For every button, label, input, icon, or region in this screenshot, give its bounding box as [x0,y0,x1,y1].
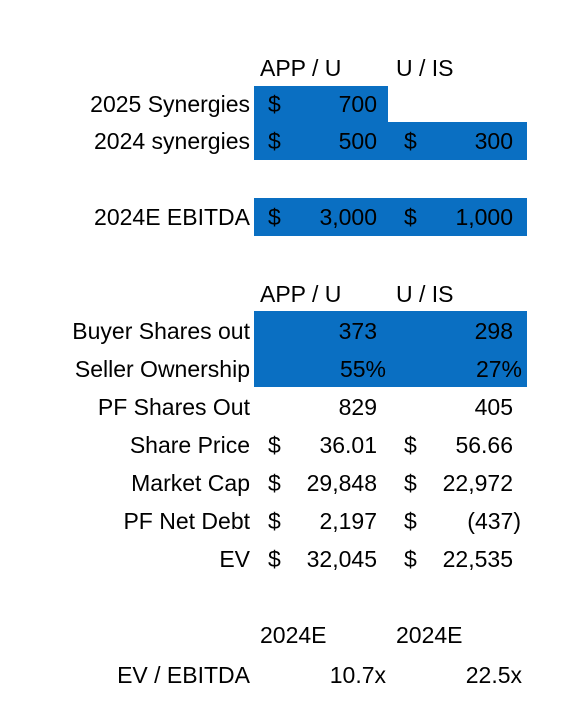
value-pf-shares-app-u: 829 [338,394,377,420]
label-share-price: Share Price [129,432,250,458]
header-2024e-1: 2024E [260,622,327,648]
value-ev-u-is: 22,535 [442,546,513,572]
value-buyer-shares-u-is: 298 [474,318,513,344]
value-share-price-app-u: 36.01 [319,432,377,458]
value-market-cap-u-is: 22,972 [442,470,513,496]
header-app-u: APP / U [260,55,342,81]
header-u-is: U / IS [396,55,454,81]
currency-symbol: $ [404,508,417,534]
currency-symbol: $ [268,508,281,534]
currency-symbol: $ [404,128,417,154]
value-2024-synergies-app-u: 500 [338,128,377,154]
value-buyer-shares-app-u: 373 [338,318,377,344]
header-2024e-2: 2024E [396,622,463,648]
label-2024e-ebitda: 2024E EBITDA [94,204,250,230]
label-2025-synergies: 2025 Synergies [90,91,250,117]
value-ev-ebitda-u-is: 22.5x [465,662,522,688]
header-u-is-2: U / IS [396,281,454,307]
currency-symbol: $ [404,470,417,496]
label-market-cap: Market Cap [131,470,250,496]
label-ev-ebitda: EV / EBITDA [117,662,250,688]
currency-symbol: $ [268,470,281,496]
label-pf-net-debt: PF Net Debt [123,508,250,534]
value-pf-shares-u-is: 405 [474,394,513,420]
value-ev-app-u: 32,045 [306,546,377,572]
synergies-highlight-col1 [254,86,388,122]
shares-highlight [254,311,527,387]
value-pf-net-debt-u-is: (437) [467,508,521,534]
label-2024-synergies: 2024 synergies [94,128,250,154]
currency-symbol: $ [268,204,281,230]
value-ebitda-app-u: 3,000 [319,204,377,230]
label-seller-ownership: Seller Ownership [74,356,250,382]
value-seller-ownership-app-u: 55% [339,356,386,382]
currency-symbol: $ [268,91,281,117]
currency-symbol: $ [268,432,281,458]
label-pf-shares-out: PF Shares Out [97,394,250,420]
currency-symbol: $ [404,546,417,572]
value-pf-net-debt-app-u: 2,197 [319,508,377,534]
value-seller-ownership-u-is: 27% [475,356,522,382]
currency-symbol: $ [268,546,281,572]
label-ev: EV [219,546,250,572]
value-share-price-u-is: 56.66 [455,432,513,458]
ebitda-highlight [254,198,527,236]
value-2025-synergies-app-u: 700 [338,91,377,117]
value-2024-synergies-u-is: 300 [474,128,513,154]
label-buyer-shares-out: Buyer Shares out [72,318,250,344]
currency-symbol: $ [404,204,417,230]
header-app-u-2: APP / U [260,281,342,307]
value-market-cap-app-u: 29,848 [306,470,377,496]
value-ebitda-u-is: 1,000 [455,204,513,230]
currency-symbol: $ [404,432,417,458]
currency-symbol: $ [268,128,281,154]
value-ev-ebitda-app-u: 10.7x [329,662,386,688]
synergies-highlight-row2 [254,122,527,160]
